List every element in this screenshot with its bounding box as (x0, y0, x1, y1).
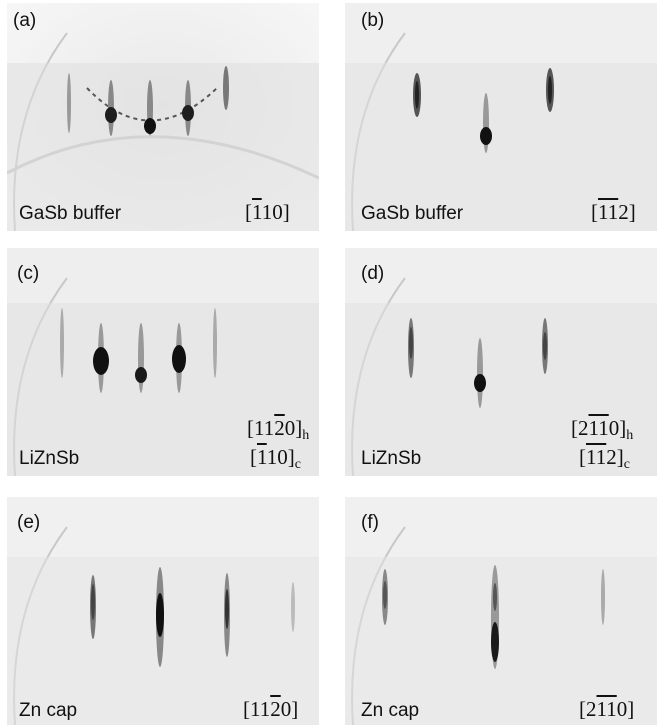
rheed-pattern-d (345, 248, 657, 476)
panel-letter: (a) (13, 10, 37, 31)
material-label: Zn cap (361, 700, 420, 721)
panel-b: (b) GaSb buffer [112] (345, 3, 657, 231)
material-label: Zn cap (19, 700, 78, 721)
rheed-pattern-c (7, 248, 319, 476)
rheed-pattern-e (7, 497, 319, 725)
direction-label-hex: [2110]h (571, 416, 634, 443)
direction-label-cubic: [110]c (250, 445, 301, 472)
material-label: GaSb buffer (19, 203, 122, 224)
direction-label: [110] (245, 200, 290, 224)
material-label: LiZnSb (361, 448, 422, 469)
panel-c: (c) LiZnSb [1120]h [110]c (7, 248, 319, 476)
direction-label: [1120] (243, 697, 299, 721)
panel-d: (d) LiZnSb [2110]h [112]c (345, 248, 657, 476)
panel-e: (e) Zn cap [1120] (7, 497, 319, 725)
panel-letter: (e) (17, 512, 41, 533)
material-label: LiZnSb (19, 448, 80, 469)
panel-letter: (b) (361, 10, 385, 31)
direction-label: [112] (591, 200, 636, 224)
rheed-pattern-b (345, 3, 657, 231)
rheed-pattern-f (345, 497, 657, 725)
direction-label-hex: [1120]h (247, 416, 310, 443)
panel-letter: (f) (361, 512, 379, 533)
material-label: GaSb buffer (361, 203, 464, 224)
panel-a: (a) GaSb buffer [110] (7, 3, 319, 231)
panel-f: (f) Zn cap [2110] (345, 497, 657, 725)
rheed-pattern-a (7, 3, 319, 231)
panel-letter: (c) (17, 263, 40, 284)
panel-letter: (d) (361, 263, 385, 284)
direction-label-cubic: [112]c (579, 445, 630, 472)
direction-label: [2110] (579, 697, 635, 721)
